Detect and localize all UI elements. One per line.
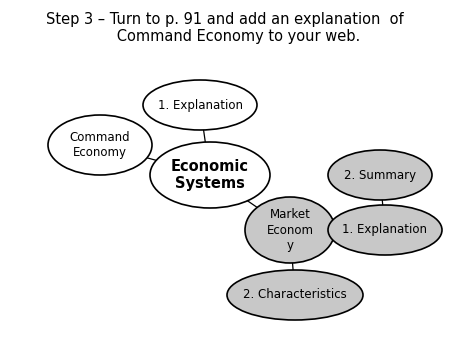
- Text: Economic
Systems: Economic Systems: [171, 159, 249, 191]
- Ellipse shape: [245, 197, 335, 263]
- Text: Market
Econom
y: Market Econom y: [266, 209, 314, 251]
- Ellipse shape: [150, 142, 270, 208]
- Text: 1. Explanation: 1. Explanation: [158, 98, 243, 112]
- Text: Step 3 – Turn to p. 91 and add an explanation  of
      Command Economy to your : Step 3 – Turn to p. 91 and add an explan…: [46, 12, 404, 44]
- Ellipse shape: [227, 270, 363, 320]
- Ellipse shape: [48, 115, 152, 175]
- Text: Command
Economy: Command Economy: [70, 131, 130, 159]
- Ellipse shape: [143, 80, 257, 130]
- Text: 2. Characteristics: 2. Characteristics: [243, 289, 347, 301]
- Ellipse shape: [328, 205, 442, 255]
- Text: 1. Explanation: 1. Explanation: [342, 223, 427, 237]
- Text: 2. Summary: 2. Summary: [344, 169, 416, 182]
- Ellipse shape: [328, 150, 432, 200]
